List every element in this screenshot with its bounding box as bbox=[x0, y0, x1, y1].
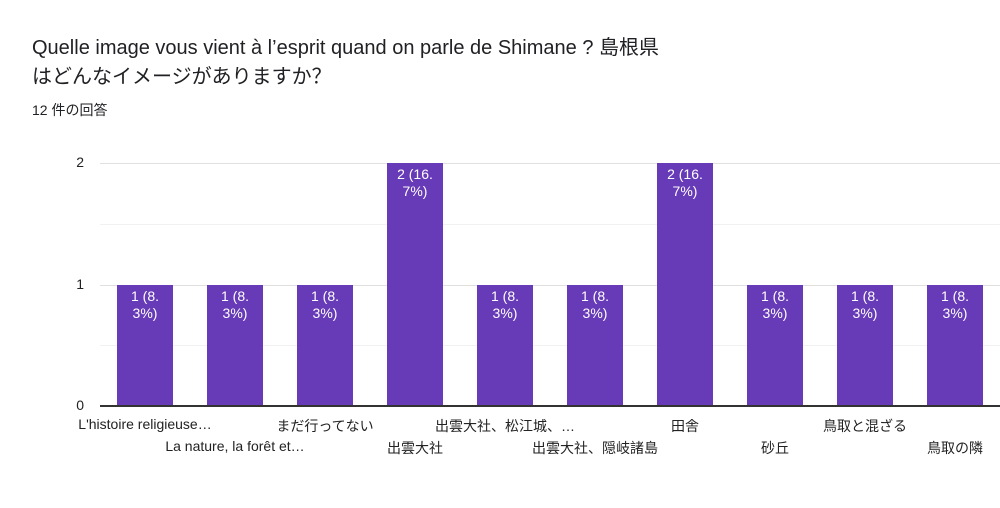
data-label: 1 (8.3%) bbox=[130, 287, 159, 321]
data-label: 1 (8.3%) bbox=[220, 287, 249, 321]
data-label: 1 (8.3%) bbox=[580, 287, 609, 321]
bar bbox=[927, 284, 983, 406]
x-tick-label: 出雲大社、松江城、… bbox=[435, 418, 575, 434]
data-label: 1 (8.3%) bbox=[850, 287, 879, 321]
data-label: 1 (8.3%) bbox=[760, 287, 789, 321]
bar bbox=[207, 284, 263, 406]
bar bbox=[567, 284, 623, 406]
gridline bbox=[100, 223, 1000, 225]
bar bbox=[747, 284, 803, 406]
data-label: 1 (8.3%) bbox=[490, 287, 519, 321]
x-tick-label: L'histoire religieuse… bbox=[78, 416, 212, 432]
gridline bbox=[100, 345, 1000, 347]
x-axis bbox=[100, 405, 1000, 407]
data-label: 1 (8.3%) bbox=[940, 287, 969, 321]
bar bbox=[477, 284, 533, 406]
y-tick-label: 0 bbox=[76, 397, 84, 413]
y-tick-label: 1 bbox=[76, 275, 84, 292]
x-tick-label: 鳥取と混ざる bbox=[823, 418, 907, 434]
response-count: 12 件の回答 bbox=[32, 102, 108, 118]
gridline bbox=[100, 284, 1000, 286]
x-tick-label: 出雲大社、隠岐諸島 bbox=[532, 440, 658, 456]
y-tick-label: 2 bbox=[76, 154, 84, 170]
x-tick-label: 出雲大社 bbox=[387, 440, 443, 456]
data-label: 1 (8.3%) bbox=[310, 287, 339, 321]
x-tick-label: La nature, la forêt et… bbox=[165, 438, 305, 454]
x-tick-label: 砂丘 bbox=[761, 440, 789, 456]
x-tick-label: 鳥取の隣 bbox=[927, 440, 983, 456]
data-label: 2 (16.7%) bbox=[667, 166, 703, 199]
bar bbox=[387, 163, 443, 406]
gridline bbox=[100, 163, 1000, 164]
bar bbox=[837, 284, 893, 406]
question-title: Quelle image vous vient à l’esprit quand… bbox=[32, 37, 660, 88]
bar bbox=[657, 163, 713, 406]
x-tick-label: 田舎 bbox=[671, 418, 699, 434]
data-label: 2 (16.7%) bbox=[397, 166, 433, 199]
x-tick-label: まだ行ってない bbox=[276, 418, 374, 434]
bar bbox=[117, 284, 173, 406]
bar bbox=[297, 284, 353, 406]
